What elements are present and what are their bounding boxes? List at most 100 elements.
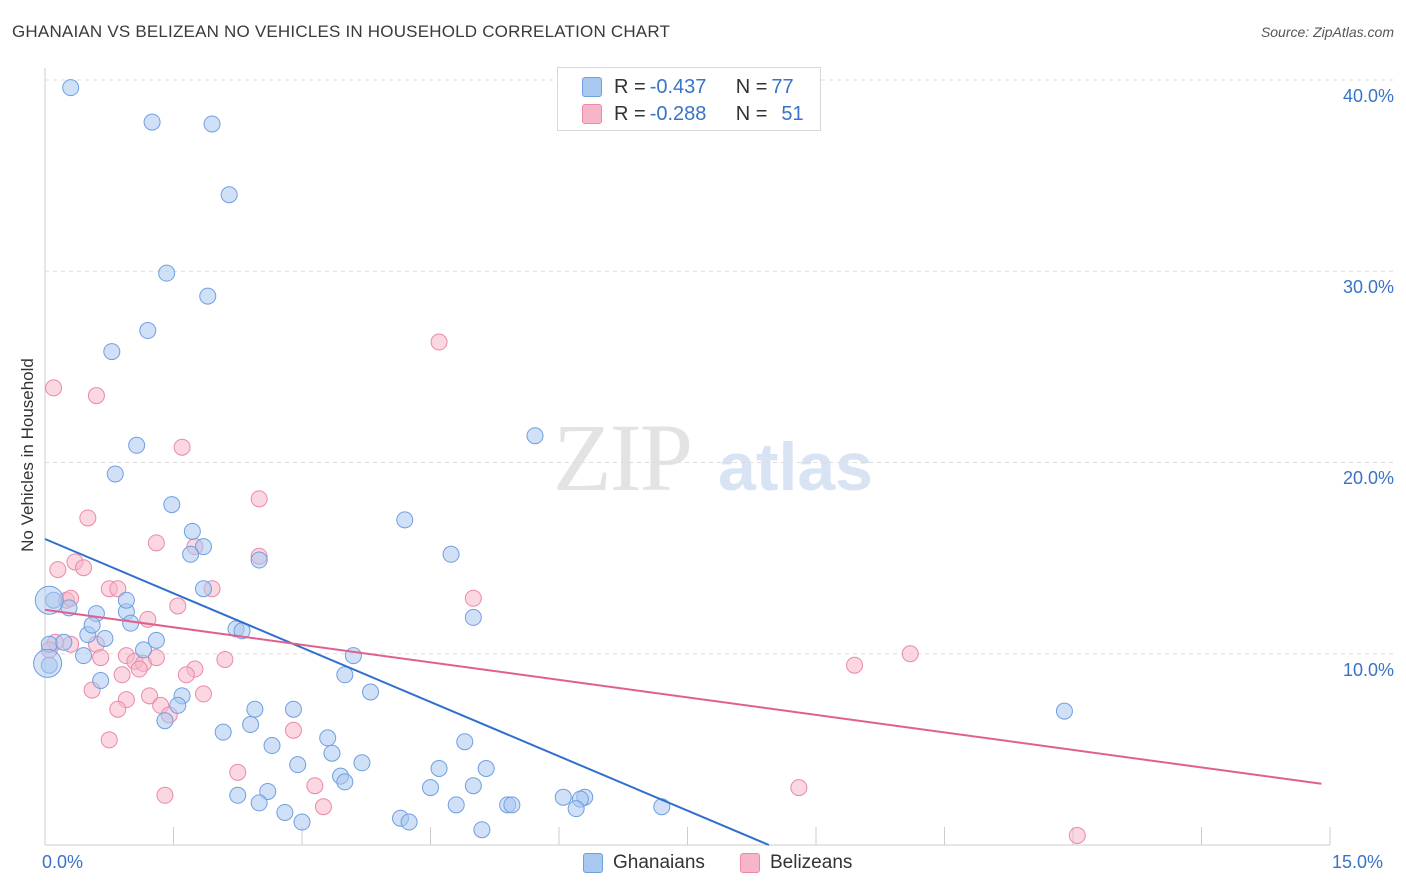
ghanaian-point-large <box>34 585 64 615</box>
ghanaian-point <box>203 115 221 133</box>
belizean-point <box>100 731 118 749</box>
y-tick-20: 20.0% <box>1342 468 1394 488</box>
belizean-point <box>306 777 324 795</box>
ghanaian-point <box>135 641 153 659</box>
y-tick-40: 40.0% <box>1342 86 1394 106</box>
ghanaian-point <box>83 616 101 634</box>
trend-lines <box>44 538 1322 846</box>
ghanaian-point <box>289 756 307 774</box>
ghanaian-point <box>464 777 482 795</box>
ghanaian-point <box>323 744 341 762</box>
belizean-point <box>1068 826 1086 844</box>
belizean-point <box>216 650 234 668</box>
ghanaian-point-large <box>33 648 63 678</box>
legend-n-value: 51 <box>781 102 804 125</box>
belizean-point <box>130 660 148 678</box>
belizean-point <box>901 645 919 663</box>
ghanaian-point <box>554 788 572 806</box>
belizean-point <box>846 656 864 674</box>
ghanaian-point <box>220 186 238 204</box>
ghanaian-point <box>229 786 247 804</box>
legend-n-label: N = <box>735 102 768 125</box>
ghanaian-point <box>199 287 217 305</box>
belizean-point <box>109 700 127 718</box>
legend-swatch-blue <box>582 77 602 97</box>
ghanaian-point <box>456 733 474 751</box>
belizean-point <box>284 721 302 739</box>
legend-r-label: R = <box>614 75 646 98</box>
belizeans-trend-line <box>44 608 1322 785</box>
ghanaian-point <box>183 522 201 540</box>
legend-n-label: N = <box>735 75 768 98</box>
belizean-point <box>45 379 63 397</box>
legend-item-belizeans: Belizeans <box>740 852 852 874</box>
ghanaian-point <box>250 794 268 812</box>
belizean-point <box>229 763 247 781</box>
ghanaian-point <box>362 683 380 701</box>
ghanaian-point <box>400 813 418 831</box>
ghanaians-label: Ghanaians <box>613 852 705 873</box>
ghanaian-point <box>336 773 354 791</box>
ghanaian-point <box>422 779 439 797</box>
belizean-point <box>87 387 105 405</box>
legend-item-ghanaians: Ghanaians <box>583 852 705 874</box>
ghanaian-point <box>284 700 302 718</box>
ghanaian-point <box>1055 702 1073 720</box>
y-tick-10: 10.0% <box>1342 660 1394 680</box>
ghanaian-point <box>182 545 200 563</box>
ghanaian-point <box>263 737 281 755</box>
chart-title: GHANAIAN VS BELIZEAN NO VEHICLES IN HOUS… <box>12 22 671 41</box>
ghanaian-point <box>477 760 495 777</box>
belizean-point <box>156 786 174 804</box>
ghanaian-point <box>250 551 268 569</box>
ghanaian-point <box>396 511 414 529</box>
ghanaian-point <box>293 813 311 831</box>
ghanaian-point <box>447 796 465 814</box>
belizean-point <box>790 779 808 797</box>
ghanaians-trend-line <box>44 538 770 846</box>
belizean-point <box>173 438 191 456</box>
belizean-point <box>314 798 332 816</box>
ghanaian-point <box>55 633 73 651</box>
ghanaians-points <box>33 79 1073 839</box>
ghanaian-point <box>430 760 448 777</box>
ghanaian-point <box>158 264 176 282</box>
y-axis-label: No Vehicles in Household <box>18 358 37 552</box>
ghanaian-point <box>169 696 187 714</box>
belizeans-swatch <box>740 853 760 873</box>
ghanaian-point <box>319 729 337 747</box>
ghanaian-point <box>147 631 165 649</box>
belizean-point <box>147 534 165 552</box>
ghanaian-point <box>353 754 371 772</box>
ghanaian-point <box>526 427 544 445</box>
legend-r-value: -0.437 <box>649 75 707 98</box>
legend-swatch-pink <box>582 104 602 124</box>
belizean-point <box>75 559 93 577</box>
belizean-point <box>141 687 159 705</box>
belizean-point <box>92 649 110 667</box>
belizean-point <box>250 490 268 508</box>
ghanaian-point <box>103 343 121 361</box>
belizean-point <box>194 685 212 703</box>
ghanaian-point <box>442 545 460 563</box>
ghanaian-point <box>503 796 521 814</box>
ghanaians-swatch <box>583 853 603 873</box>
series-legend: Ghanaians Belizeans <box>0 852 1406 876</box>
belizean-point <box>430 333 448 351</box>
ghanaian-point <box>139 322 157 340</box>
ghanaian-point <box>92 672 110 690</box>
belizean-point <box>109 580 127 598</box>
ghanaian-point <box>117 591 135 609</box>
ghanaian-point <box>156 712 174 730</box>
ghanaian-point <box>259 782 277 800</box>
x-tick-0: 0.0% <box>42 852 84 872</box>
legend-row-belizeans: R = -0.288 N = 51 <box>582 100 804 128</box>
belizean-point <box>49 561 67 579</box>
ghanaian-point <box>567 800 585 818</box>
belizean-point <box>147 649 165 667</box>
belizean-point <box>169 597 187 615</box>
ghanaian-point <box>96 629 114 647</box>
ghanaian-point <box>473 821 491 839</box>
ghanaian-point <box>464 608 482 626</box>
ghanaian-point <box>246 700 264 718</box>
